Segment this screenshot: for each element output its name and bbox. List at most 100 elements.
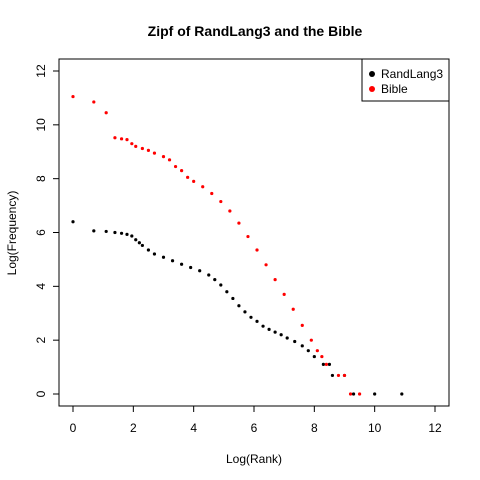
- series-0-point-20: [225, 290, 229, 294]
- series-0-point-37: [330, 373, 335, 378]
- x-tick-label-3: 6: [251, 421, 258, 435]
- series-1-point-16: [192, 179, 196, 183]
- series-0-point-27: [267, 327, 271, 331]
- series-0-point-0: [71, 220, 75, 224]
- series-0-point-33: [306, 349, 310, 353]
- series-0-point-41: [400, 392, 404, 396]
- series-0-point-31: [293, 339, 297, 344]
- series-0-point-23: [243, 310, 247, 314]
- series-0-point-26: [261, 324, 265, 328]
- series-0-point-11: [152, 252, 157, 256]
- legend: RandLang3 Bible: [361, 58, 450, 102]
- series-1-point-25: [273, 278, 277, 282]
- legend-marker-randlang3: [369, 71, 375, 77]
- series-1-point-24: [264, 263, 268, 267]
- y-tick-label-2: 4: [34, 283, 48, 290]
- series-0: [71, 220, 404, 396]
- y-tick-label-0: 0: [34, 390, 48, 397]
- series-0-point-13: [170, 259, 175, 263]
- series-1-point-35: [348, 392, 353, 396]
- series-1-point-15: [186, 175, 190, 179]
- series-1-point-6: [130, 142, 134, 146]
- series-1-point-0: [71, 94, 75, 99]
- series-0-point-22: [237, 304, 241, 308]
- series-0-point-3: [113, 230, 117, 235]
- series-0-point-14: [180, 262, 184, 266]
- series-1-point-7: [134, 144, 138, 148]
- series-0-point-2: [104, 229, 108, 234]
- y-axis-label: Log(Frequency): [5, 191, 19, 276]
- series-0-point-36: [327, 362, 332, 366]
- series-0-point-39: [351, 392, 356, 396]
- series-1-point-31: [320, 354, 324, 359]
- series-0-point-4: [119, 231, 124, 235]
- series-1-point-8: [140, 146, 144, 151]
- series-1-point-27: [291, 307, 295, 311]
- series-1-point-29: [309, 338, 313, 342]
- series-1-point-23: [255, 248, 259, 252]
- legend-label-randlang3: RandLang3: [381, 67, 443, 81]
- plot-frame: [58, 58, 450, 407]
- series-1-point-14: [180, 168, 184, 173]
- chart-title: Zipf of RandLang3 and the Bible: [148, 23, 363, 39]
- series-0-point-25: [255, 319, 259, 323]
- series-1-point-13: [173, 164, 178, 169]
- series-1-point-1: [92, 100, 96, 104]
- series-0-point-18: [213, 278, 217, 282]
- x-tick-label-4: 8: [311, 421, 318, 435]
- series-0-point-21: [231, 296, 235, 301]
- series-0-point-1: [92, 229, 96, 233]
- series-layer: [71, 94, 404, 396]
- series-0-point-32: [300, 344, 304, 348]
- series-0-point-17: [207, 273, 211, 277]
- legend-box: [361, 58, 450, 102]
- series-0-point-7: [134, 238, 138, 242]
- series-0-point-40: [373, 392, 377, 396]
- series-0-point-30: [285, 336, 289, 340]
- x-axis: 0 2 4 6 8 10 12: [70, 406, 442, 435]
- y-tick-label-4: 8: [34, 175, 48, 182]
- series-1: [71, 94, 362, 396]
- series-1-point-11: [161, 154, 166, 159]
- series-1-point-36: [357, 392, 362, 396]
- series-0-point-16: [198, 269, 202, 273]
- series-1-point-33: [336, 373, 341, 378]
- legend-label-bible: Bible: [381, 82, 408, 96]
- x-axis-label: Log(Rank): [226, 452, 282, 466]
- series-0-point-35: [321, 362, 325, 366]
- x-tick-label-2: 4: [190, 421, 197, 435]
- series-0-point-10: [146, 248, 151, 252]
- series-0-point-6: [130, 234, 134, 238]
- series-1-point-9: [146, 148, 151, 153]
- series-0-point-9: [140, 243, 144, 248]
- y-tick-label-5: 10: [34, 118, 48, 132]
- x-tick-label-1: 2: [130, 421, 137, 435]
- series-1-point-34: [342, 373, 347, 378]
- series-1-point-20: [228, 209, 232, 213]
- series-1-point-30: [315, 349, 319, 353]
- series-1-point-4: [119, 137, 124, 141]
- series-1-point-26: [282, 292, 286, 297]
- y-axis: 0 2 4 6 8 10 12: [34, 64, 59, 397]
- series-1-point-3: [113, 136, 117, 140]
- series-0-point-29: [279, 333, 283, 337]
- legend-marker-bible: [369, 86, 375, 92]
- series-1-point-10: [152, 151, 157, 155]
- series-1-point-32: [324, 362, 328, 366]
- series-0-point-34: [312, 354, 316, 359]
- x-tick-label-5: 10: [368, 421, 382, 435]
- series-0-point-19: [219, 283, 223, 287]
- series-1-point-17: [201, 185, 205, 189]
- series-0-point-24: [249, 315, 253, 319]
- series-1-point-18: [210, 191, 214, 196]
- x-tick-label-6: 12: [428, 421, 442, 435]
- y-tick-label-1: 2: [34, 337, 48, 344]
- series-0-point-28: [273, 330, 277, 334]
- series-1-point-12: [167, 158, 172, 162]
- x-tick-label-0: 0: [70, 421, 77, 435]
- series-0-point-8: [137, 241, 141, 245]
- series-1-point-21: [237, 221, 241, 225]
- y-tick-label-3: 6: [34, 229, 48, 236]
